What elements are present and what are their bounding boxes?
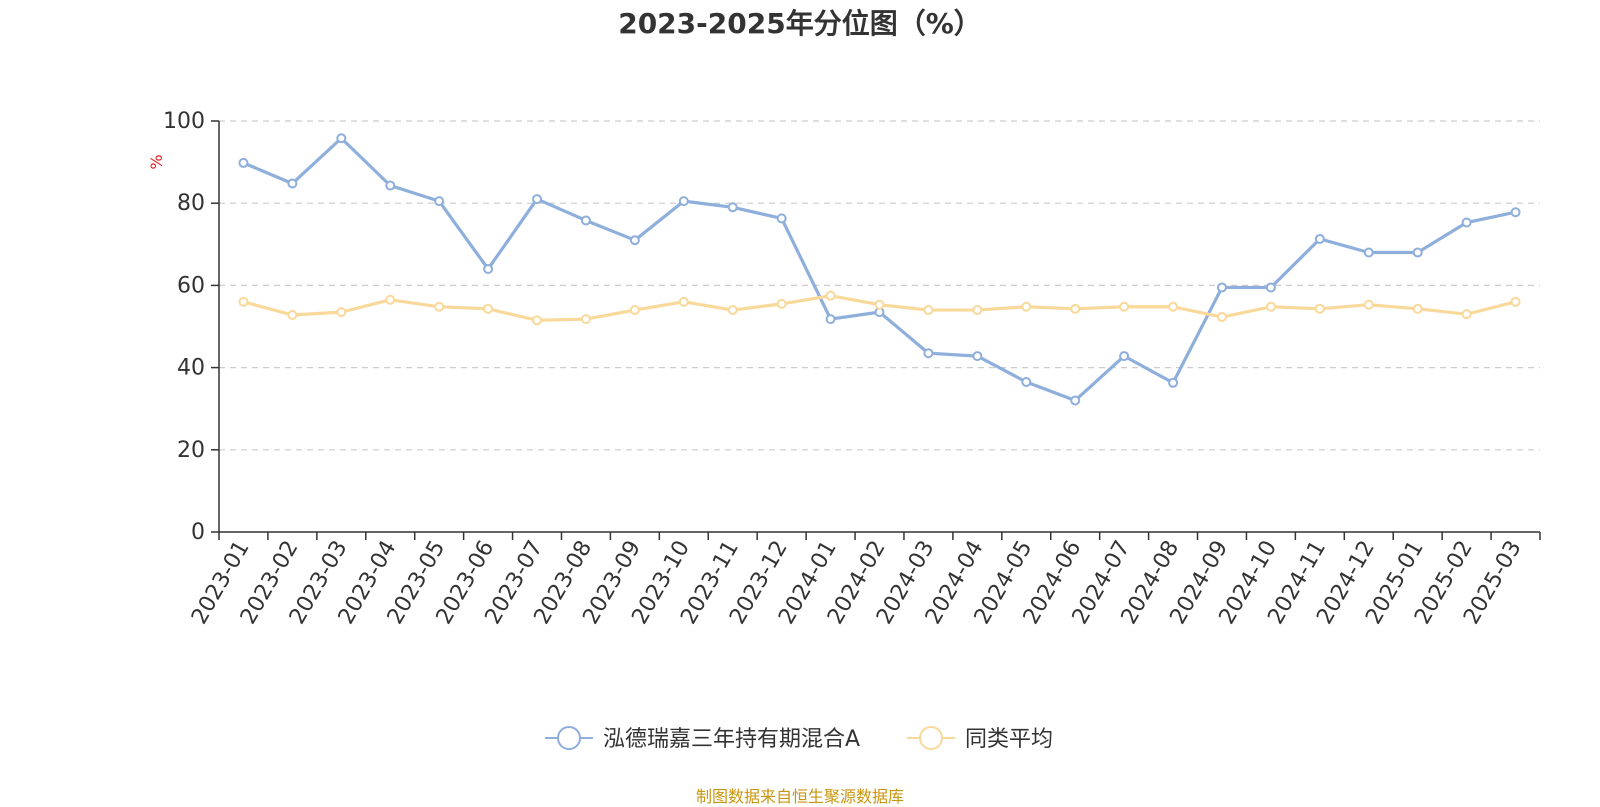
data-point [727,202,738,213]
grid-lines [219,120,1540,451]
data-point [923,348,934,359]
data-point [1510,296,1521,307]
data-point [1412,303,1423,314]
data-point [629,235,640,246]
chart-title: 2023-2025年分位图（%） [618,7,982,40]
data-point [1265,301,1276,312]
data-point [1412,247,1423,258]
legend-label: 同类平均 [965,727,1053,752]
legend-marker [557,726,581,750]
data-point [678,196,689,207]
data-point [678,296,689,307]
data-point [1119,301,1130,312]
data-point [923,305,934,316]
data-point [1363,247,1374,258]
y-tick-label: 40 [177,356,205,381]
data-point [483,303,494,314]
data-point [1510,207,1521,218]
y-tick-label: 20 [177,438,205,463]
data-point [1314,233,1325,244]
series-line [242,136,1516,403]
data-point [336,133,347,144]
y-tick-label: 60 [177,273,205,298]
data-point [1265,282,1276,293]
data-point [1070,395,1081,406]
data-point [776,298,787,309]
data-point [287,178,298,189]
series-0 [238,133,1521,406]
data-point [1216,312,1227,323]
data-point [776,213,787,224]
data-point [1168,377,1179,388]
y-axis-label: % [147,154,166,169]
data-point [580,314,591,325]
data-point [825,290,836,301]
data-point [1070,303,1081,314]
data-point [874,299,885,310]
data-point [1168,301,1179,312]
data-point [972,305,983,316]
y-tick-label: 80 [177,191,205,216]
data-point [727,305,738,316]
legend: 泓德瑞嘉三年持有期混合A 同类平均 [545,726,1053,752]
data-point [1461,217,1472,228]
data-point [580,215,591,226]
data-point [1216,282,1227,293]
y-tick-label: 100 [163,109,205,134]
data-point [1021,301,1032,312]
data-point [238,157,249,168]
data-point [434,301,445,312]
axes [211,120,1541,540]
data-point [385,294,396,305]
data-point [1021,376,1032,387]
data-point [1119,351,1130,362]
y-tick-label: 0 [191,520,205,545]
data-point [532,194,543,205]
data-point [483,263,494,274]
data-point [1461,309,1472,320]
data-point [972,351,983,362]
legend-item: 泓德瑞嘉三年持有期混合A [545,726,860,752]
data-point [238,296,249,307]
data-point [825,314,836,325]
legend-label: 泓德瑞嘉三年持有期混合A [603,727,860,752]
series [238,133,1521,406]
y-tick-labels: 0 20 40 60 80 100 [163,109,205,545]
data-point [1363,299,1374,310]
data-point [336,307,347,318]
data-point [385,180,396,191]
source-note: 制图数据来自恒生聚源数据库 [695,787,904,806]
data-point [629,305,640,316]
data-point [434,196,445,207]
legend-marker [919,726,943,750]
data-point [1314,303,1325,314]
legend-item: 同类平均 [907,726,1053,752]
data-point [287,309,298,320]
series-1 [238,290,1521,326]
x-tick-labels: 2023-012023-022023-032023-042023-052023-… [187,536,1527,628]
data-point [532,315,543,326]
